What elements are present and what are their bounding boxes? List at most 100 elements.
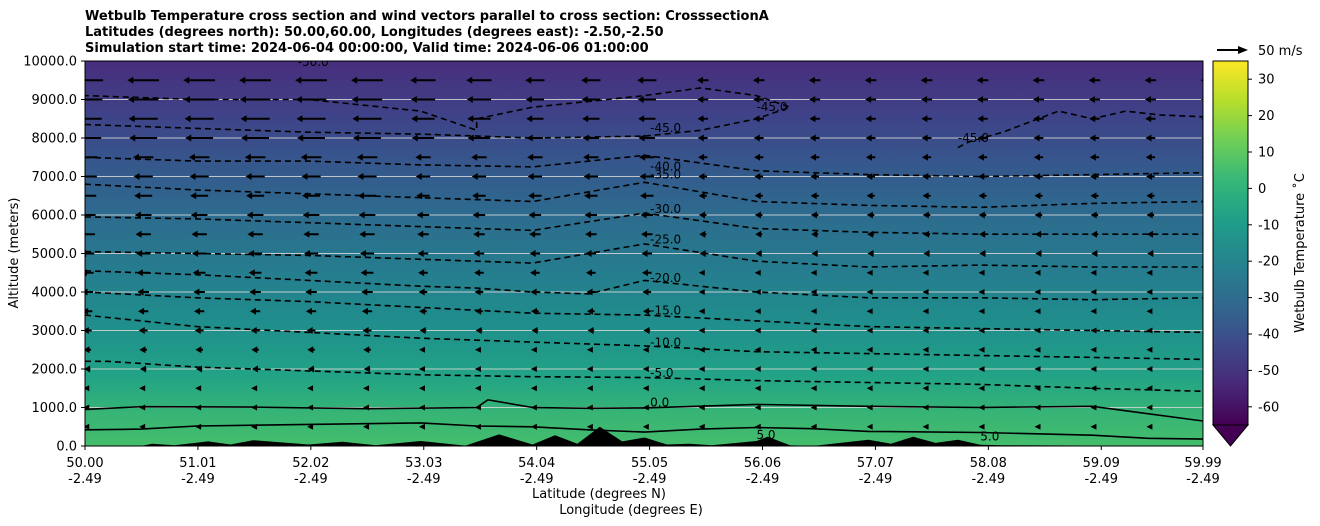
contour-line [85,243,1203,268]
wind-vector-head [697,134,704,142]
wind-vector-head [137,288,144,296]
wind-vector-head [352,115,359,123]
wind-vector-head [921,96,928,103]
x-tick-label-latitude: 57.07 [857,456,894,471]
wind-vector-head [134,211,141,219]
y-tick-label: 10000.0 [23,55,77,70]
wind-vector [754,404,761,411]
contour-line [85,212,1203,235]
wind-vector-head [583,153,590,161]
wind-vector-head [583,173,590,180]
wind-vector [1146,346,1153,353]
wind-vector-head [244,153,251,161]
wind-vector [978,327,985,334]
wind-vector-head [527,153,534,161]
wind-vector [978,289,985,295]
colorbar-label: Wetbulb Temperature ˚C [1292,173,1308,333]
wind-vector [251,385,258,392]
wind-vector [754,308,761,315]
wind-vector-head [77,154,83,161]
wind-vector-head [471,153,478,161]
wind-vector-head [866,153,873,161]
wind-vector-head [1033,134,1040,142]
wind-vector-head [921,134,928,142]
wind-vector-head [976,76,983,84]
wind-vector-head [133,173,140,180]
wind-vector [1146,404,1153,411]
contour-label: -20.0 [650,271,681,285]
wind-vector-head [979,230,986,238]
wind-vector-head [923,250,930,257]
wind-vector-head [466,96,473,103]
wind-vector-head [528,211,535,219]
contour-label: -30.0 [650,202,681,216]
contour-line [85,360,1203,393]
wind-vector-head [358,211,365,219]
colorbar-tick-label: -40 [1258,328,1279,343]
wind-vector-head [475,307,482,315]
wind-vector-head [301,173,308,180]
wind-vector-head [184,115,191,123]
x-tick-label-longitude: -2.49 [1084,472,1118,487]
wind-vector-head [810,173,817,180]
wind-vector [698,289,705,295]
wind-vector [1034,423,1041,430]
wind-vector [810,346,817,353]
colorbar-extend-triangle [1211,424,1250,447]
wind-vector-head [359,250,366,257]
terrain-layer [85,426,1203,446]
wind-vector-head [867,230,874,238]
wind-vector-head [696,76,703,84]
x-axis-label-latitude: Latitude (degrees N) [532,487,666,502]
wind-vector [85,423,90,430]
x-tick-label-latitude: 52.02 [292,456,329,471]
wind-vector-head [127,96,134,103]
wind-vector-head [642,288,649,296]
wind-vector [810,385,817,392]
wind-vector-head [190,192,197,200]
wind-vector [1146,327,1153,334]
chart-title-line-3: Simulation start time: 2024-06-04 00:00:… [85,41,649,56]
wind-vector-head [361,307,368,315]
wind-vector [642,346,649,353]
wind-vector-head [247,230,254,238]
wind-vector-head [582,134,589,142]
contour-line [85,291,1203,334]
wind-vector-head [977,96,984,103]
x-tick-label-latitude: 53.03 [405,456,442,471]
wind-vector [586,366,593,372]
wind-vector-head [411,115,418,123]
wind-vector-head [643,327,650,334]
wind-vector-head [417,230,424,238]
y-tick-label: 4000.0 [32,286,78,301]
wind-vector-head [302,211,309,219]
wind-vector-head [637,76,644,84]
wind-vector-head [351,76,358,84]
x-tick-label-latitude: 54.04 [518,456,555,471]
wind-vector-head [251,346,258,354]
wind-vector-head [586,269,593,277]
wind-vector-head [467,134,474,142]
wind-vector-head [416,211,423,219]
wind-vector-head [351,96,358,103]
wind-vector-head [584,211,591,219]
wind-vector-head [586,288,593,296]
x-tick-label-latitude: 58.08 [970,456,1007,471]
wind-vector-head [866,173,873,180]
wind-vector-head [529,230,536,238]
wind-vector [922,366,929,372]
x-tick-label-longitude: -2.49 [859,472,893,487]
contour-label: -40.0 [650,160,681,174]
wind-vector-head [639,173,646,180]
wind-vector-head [194,327,201,334]
wind-reference-label: 50 m/s [1258,44,1303,59]
wind-vector [586,423,593,430]
wind-vector-head [1089,153,1096,161]
wind-vector-head [1146,192,1153,200]
x-tick-label-longitude: -2.49 [181,472,215,487]
wind-vector-head [358,192,365,200]
contour-label: -10.0 [650,336,681,350]
chart-title-line-1: Wetbulb Temperature cross section and wi… [85,9,769,24]
colorbar-bar [1212,60,1249,426]
wind-vector [1146,308,1153,315]
